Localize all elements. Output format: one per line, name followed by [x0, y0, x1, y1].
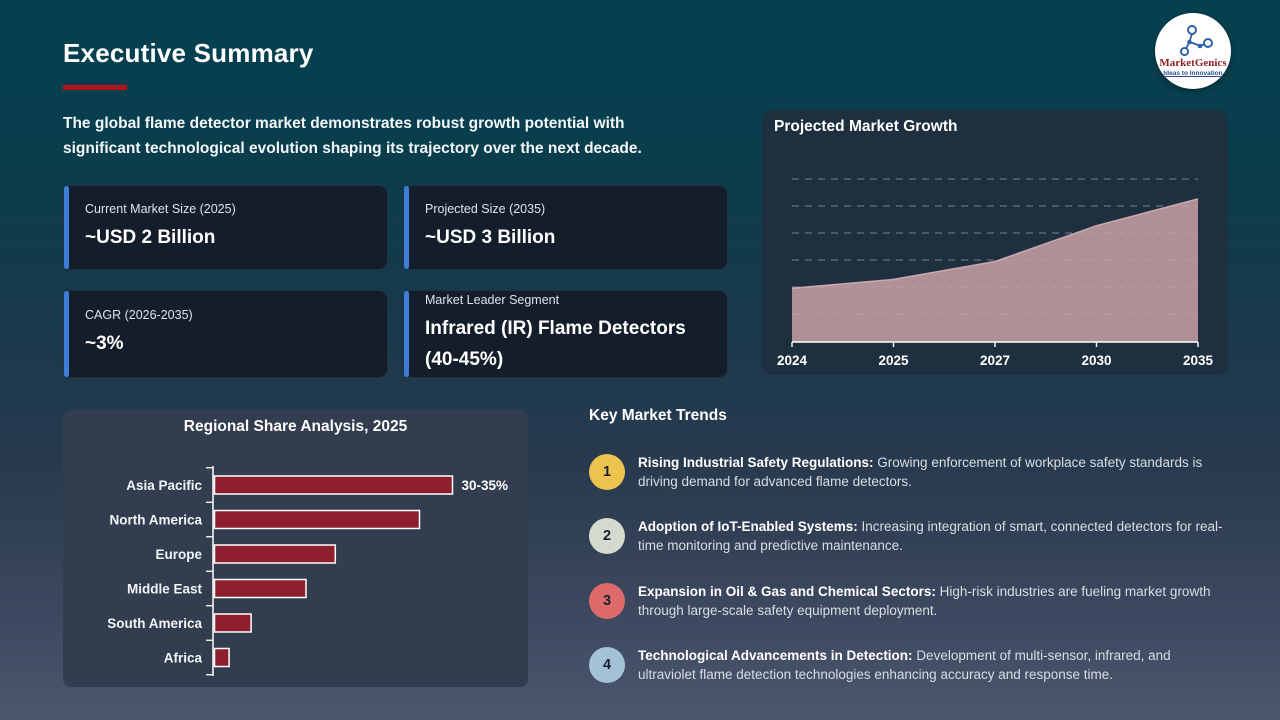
stat-label: Projected Size (2035) — [425, 201, 546, 216]
bar-category-label: Asia Pacific — [126, 478, 202, 493]
growth-chart-title: Projected Market Growth — [774, 118, 958, 135]
stat-label: Current Market Size (2025) — [85, 201, 236, 216]
title-underline — [63, 85, 127, 90]
bar-value-annotation: 30-35% — [462, 478, 509, 493]
stat-card-leader-segment: Market Leader Segment Infrared (IR) Flam… — [403, 290, 728, 378]
bar-category-label: South America — [107, 616, 202, 631]
x-axis-label: 2030 — [1081, 353, 1111, 368]
bar-category-label: Europe — [155, 547, 202, 562]
area-top-line — [791, 198, 1199, 290]
bar — [213, 647, 230, 668]
trend-body: High-risk industries are fueling market … — [638, 583, 1211, 618]
trend-lead: Adoption of IoT-Enabled Systems: — [638, 519, 862, 535]
stat-card-cagr: CAGR (2026-2035) ~3% — [63, 290, 388, 378]
logo-name: MarketGenics — [1159, 57, 1227, 70]
trend-lead: Technological Advancements in Detection: — [638, 647, 917, 663]
stat-value: ~USD 3 Billion — [425, 226, 556, 248]
bar — [213, 613, 252, 633]
x-axis-label: 2035 — [1183, 353, 1214, 368]
x-axis-label: 2024 — [777, 353, 808, 368]
trend-text: Expansion in Oil & Gas and Chemical Sect… — [638, 582, 1228, 620]
bar-category-label: Middle East — [127, 582, 203, 597]
trend-lead: Expansion in Oil & Gas and Chemical Sect… — [638, 583, 940, 599]
bar — [213, 475, 454, 495]
trend-number-badge: 4 — [589, 647, 625, 684]
molecule-icon — [1179, 25, 1213, 57]
trends-heading: Key Market Trends — [589, 407, 727, 424]
trend-text: Rising Industrial Safety Regulations: Gr… — [638, 453, 1228, 491]
trend-item: 2 Adoption of IoT-Enabled Systems: Increa… — [589, 517, 1237, 555]
trend-text: Technological Advancements in Detection:… — [638, 646, 1228, 684]
regional-chart-title: Regional Share Analysis, 2025 — [183, 418, 408, 435]
stat-card-current-size: Current Market Size (2025) ~USD 2 Billio… — [63, 185, 388, 270]
regional-bar-chart: Asia Pacific 30-35% North America Europe Mid… — [107, 466, 509, 676]
trend-item: 4 Technological Advancements in Detection… — [589, 646, 1237, 684]
stat-label: Market Leader Segment — [425, 293, 560, 308]
page-title: Executive Summary — [63, 38, 314, 68]
key-market-trends: Key Market Trends 1 Rising Industrial Saf… — [589, 407, 1237, 710]
trend-body: Increasing integration of smart, connect… — [638, 519, 1223, 554]
stat-value: ~3% — [85, 333, 124, 355]
trend-item: 1 Rising Industrial Safety Regulations: G… — [589, 453, 1237, 491]
stat-label: CAGR (2026-2035) — [85, 308, 193, 323]
x-axis-label: 2027 — [980, 353, 1010, 368]
trend-number-badge: 3 — [589, 582, 625, 619]
trend-item: 3 Expansion in Oil & Gas and Chemical Sec… — [589, 582, 1237, 620]
stat-card-projected-size: Projected Size (2035) ~USD 3 Billion — [403, 185, 728, 270]
bar-category-label: North America — [109, 513, 202, 528]
bar — [213, 509, 421, 530]
bar-category-label: Africa — [164, 651, 203, 666]
trend-lead: Rising Industrial Safety Regulations: — [638, 455, 878, 470]
area-series — [792, 198, 1198, 342]
bar — [213, 544, 337, 564]
stat-cards: Current Market Size (2025) ~USD 2 Billio… — [63, 185, 728, 378]
intro-paragraph: The global flame detector market demonst… — [63, 115, 642, 157]
bar — [213, 578, 307, 599]
company-logo: MarketGenics Ideas to Innovation — [1155, 13, 1231, 89]
trend-number-badge: 1 — [589, 454, 625, 491]
trend-body: Growing enforcement of workplace safety … — [638, 455, 1203, 490]
trend-body: Development of multi-sensor, infrared, a… — [638, 647, 1171, 683]
stat-value: Infrared (IR) Flame Detectors (40-45%) — [425, 318, 686, 370]
regional-share-panel: Regional Share Analysis, 2025 Asia Pacif… — [63, 410, 528, 687]
trend-text: Adoption of IoT-Enabled Systems: Increas… — [638, 517, 1228, 555]
growth-area-chart: 2024 2025 2027 2030 2035 — [777, 178, 1214, 368]
x-axis-label: 2025 — [878, 353, 909, 368]
logo-tagline: Ideas to Innovation — [1163, 69, 1223, 77]
projected-market-growth-panel: Projected Market Growth 2024 2025 2027 2030… — [762, 110, 1228, 375]
stat-value: ~USD 2 Billion — [85, 226, 216, 248]
trends-list: 1 Rising Industrial Safety Regulations: G… — [589, 453, 1237, 684]
trend-number-badge: 2 — [589, 518, 625, 555]
